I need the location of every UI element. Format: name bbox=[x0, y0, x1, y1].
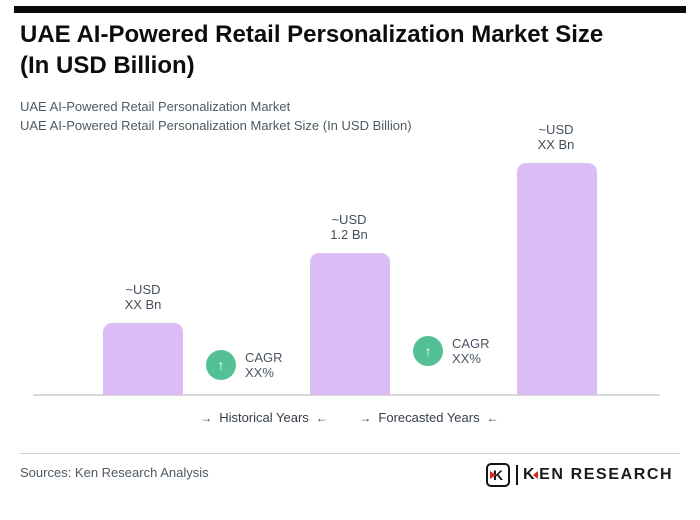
page-title-line-2: (In USD Billion) bbox=[20, 52, 195, 79]
cagr-label-line-1: CAGR bbox=[245, 350, 283, 365]
cagr-badge: ↑ bbox=[413, 336, 443, 366]
chart-bar-forecast bbox=[517, 163, 597, 395]
logo-wordmark-k: K bbox=[523, 466, 537, 483]
bar-value-label: ~USD XX Bn bbox=[83, 282, 203, 312]
arrow-right-icon: → bbox=[359, 410, 372, 425]
cagr-label: CAGR XX% bbox=[245, 350, 283, 380]
cagr-label: CAGR XX% bbox=[452, 336, 490, 366]
top-rule bbox=[14, 6, 686, 13]
bar-value-line-2: XX Bn bbox=[124, 296, 162, 312]
footer-divider bbox=[20, 453, 680, 454]
page-subtitle: UAE AI-Powered Retail Personalization Ma… bbox=[20, 97, 620, 135]
page-title-line-1: UAE AI-Powered Retail Personalization Ma… bbox=[20, 21, 604, 48]
axis-span-forecasted: → Forecasted Years ← bbox=[319, 410, 539, 425]
page-subtitle-line-1: UAE AI-Powered Retail Personalization Ma… bbox=[20, 99, 291, 114]
bar-value-line-1: ~USD bbox=[331, 212, 367, 227]
bar-value-line-2: XX Bn bbox=[537, 136, 575, 152]
logo-k-badge-icon: K bbox=[486, 463, 510, 487]
page-title: UAE AI-Powered Retail Personalization Ma… bbox=[20, 19, 685, 81]
arrow-left-icon: ← bbox=[315, 410, 328, 425]
bar-value-line-2: 1.2 Bn bbox=[330, 226, 368, 242]
bar-value-label: ~USD XX Bn bbox=[496, 122, 616, 152]
bar-value-line-1: ~USD bbox=[538, 122, 574, 137]
logo-red-wedge-icon bbox=[533, 471, 539, 479]
arrow-left-icon: ← bbox=[486, 410, 499, 425]
logo-separator bbox=[516, 465, 518, 485]
x-axis-line bbox=[33, 394, 660, 396]
logo-red-triangle-icon bbox=[490, 471, 496, 479]
logo-wordmark-rest: EN RESEARCH bbox=[539, 466, 674, 483]
logo-badge-letter: K bbox=[492, 467, 504, 483]
ken-research-logo: K K EN RESEARCH bbox=[486, 462, 673, 488]
up-arrow-icon: ↑ bbox=[424, 343, 432, 359]
chart-bar-base-year bbox=[310, 253, 390, 395]
arrow-right-icon: → bbox=[200, 410, 213, 425]
page-subtitle-line-2: UAE AI-Powered Retail Personalization Ma… bbox=[20, 118, 412, 133]
axis-span-label: Historical Years bbox=[219, 410, 309, 425]
chart-bar-historical bbox=[103, 323, 183, 395]
up-arrow-icon: ↑ bbox=[217, 357, 225, 373]
cagr-label-line-1: CAGR bbox=[452, 336, 490, 351]
logo-wordmark: K EN RESEARCH bbox=[523, 466, 673, 484]
axis-span-historical: → Historical Years ← bbox=[154, 410, 374, 425]
cagr-label-line-2: XX% bbox=[245, 364, 274, 380]
axis-span-label: Forecasted Years bbox=[378, 410, 480, 425]
cagr-badge: ↑ bbox=[206, 350, 236, 380]
cagr-label-line-2: XX% bbox=[452, 350, 481, 366]
bar-value-line-1: ~USD bbox=[125, 282, 161, 297]
bar-value-label: ~USD 1.2 Bn bbox=[289, 212, 409, 242]
source-note: Sources: Ken Research Analysis bbox=[20, 465, 209, 480]
